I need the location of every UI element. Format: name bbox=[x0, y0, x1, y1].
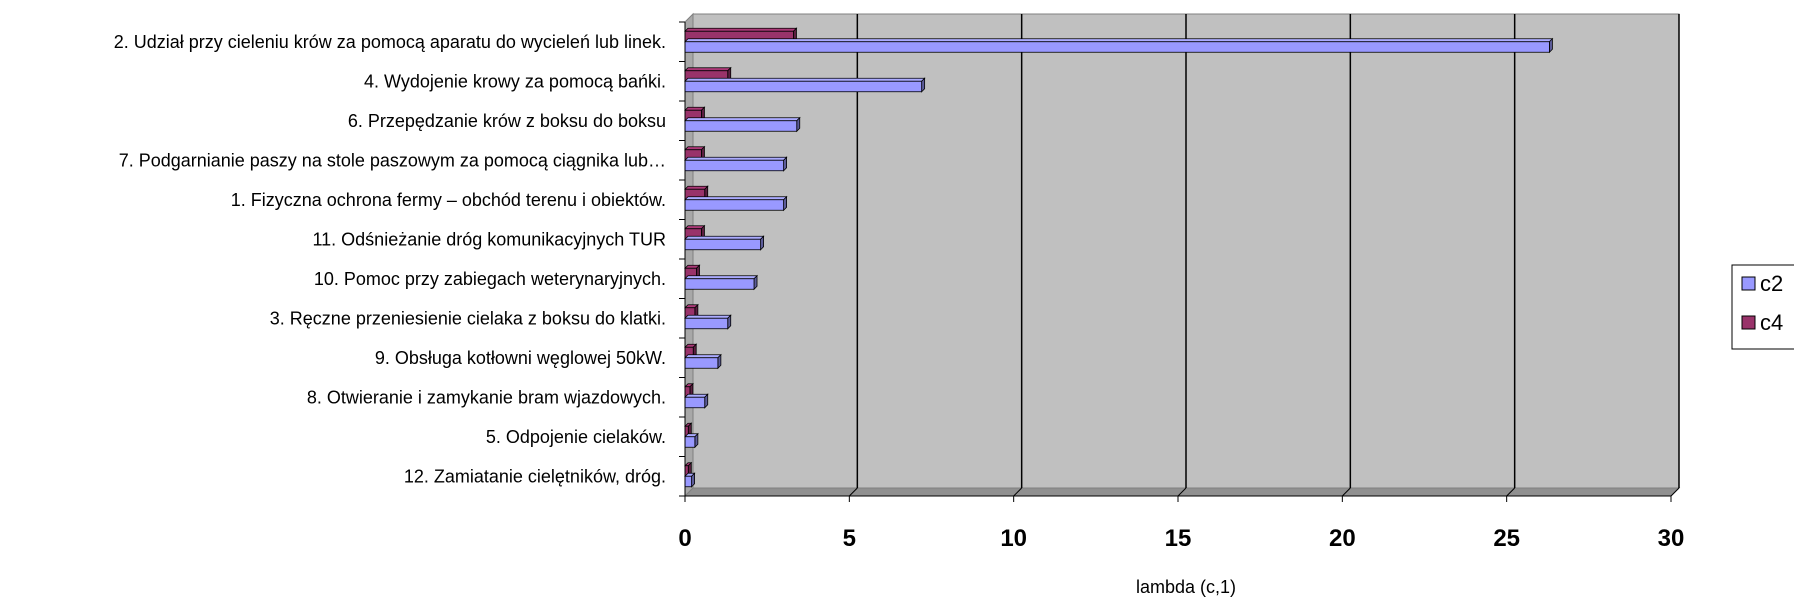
gridline-floor bbox=[848, 487, 858, 497]
category-label: 5. Odpojenie cielaków. bbox=[486, 427, 666, 447]
legend-label: c4 bbox=[1760, 310, 1783, 335]
x-tick-label: 20 bbox=[1329, 525, 1356, 552]
bar-c2 bbox=[684, 37, 1554, 54]
category-label: 2. Udział przy cieleniu krów za pomocą a… bbox=[114, 32, 666, 52]
x-tick-label: 0 bbox=[678, 525, 691, 552]
x-tick-label: 5 bbox=[843, 525, 856, 552]
gridline-floor bbox=[1013, 487, 1023, 497]
bar-c2 bbox=[684, 235, 765, 251]
legend-item-c2: c2 bbox=[1741, 271, 1783, 296]
gridline-floor bbox=[1670, 487, 1680, 497]
category-label: 12. Zamiatanie cielętników, dróg. bbox=[404, 466, 666, 486]
bar-c2 bbox=[684, 432, 699, 449]
gridline-floor bbox=[1177, 487, 1187, 497]
x-axis-title: lambda (c,1) bbox=[1136, 577, 1236, 597]
category-label: 7. Podgarnianie paszy na stole paszowym … bbox=[119, 150, 666, 170]
legend: c2 c4 bbox=[1731, 264, 1794, 350]
bar-c2 bbox=[684, 156, 788, 172]
category-label: 8. Otwieranie i zamykanie bram wjazdowyc… bbox=[307, 387, 666, 407]
gridline-floor bbox=[1506, 487, 1516, 497]
bar-c2 bbox=[684, 393, 709, 409]
x-tick-label: 30 bbox=[1658, 525, 1685, 552]
legend-item-c4: c4 bbox=[1741, 310, 1783, 335]
legend-swatch bbox=[1741, 276, 1756, 291]
category-label: 10. Pomoc przy zabiegach weterynaryjnych… bbox=[314, 269, 666, 289]
gridlines bbox=[848, 14, 1680, 497]
bar-c2 bbox=[684, 77, 926, 93]
bar-c2 bbox=[684, 195, 788, 212]
category-labels: 2. Udział przy cieleniu krów za pomocą a… bbox=[114, 32, 666, 487]
x-tick-label: 10 bbox=[1000, 525, 1027, 552]
legend-label: c2 bbox=[1760, 271, 1783, 296]
x-tick-label: 25 bbox=[1493, 525, 1520, 552]
bar-c2 bbox=[684, 472, 696, 488]
bar-c2 bbox=[684, 314, 732, 330]
category-label: 6. Przepędzanie krów z boksu do boksu bbox=[348, 111, 666, 131]
bar-c2 bbox=[684, 353, 722, 370]
category-label: 9. Obsługa kotłowni węglowej 50kW. bbox=[375, 348, 666, 368]
category-label: 4. Wydojenie krowy za pomocą bańki. bbox=[364, 71, 666, 91]
bar-c2 bbox=[684, 116, 801, 133]
x-axis-ticks: 0 5 10 15 20 25 30 bbox=[678, 21, 1685, 552]
category-label: 11. Odśnieżanie dróg komunikacyjnych TUR bbox=[312, 229, 666, 249]
legend-swatch bbox=[1741, 315, 1756, 330]
x-tick-label: 15 bbox=[1165, 525, 1192, 552]
category-label: 3. Ręczne przeniesienie cielaka z boksu … bbox=[270, 308, 666, 328]
category-label: 1. Fizyczna ochrona fermy – obchód teren… bbox=[231, 190, 666, 210]
gridline-floor bbox=[1341, 487, 1351, 497]
bar-c2 bbox=[684, 274, 758, 291]
bar-c4 bbox=[684, 185, 709, 201]
bar-c4 bbox=[684, 382, 694, 399]
